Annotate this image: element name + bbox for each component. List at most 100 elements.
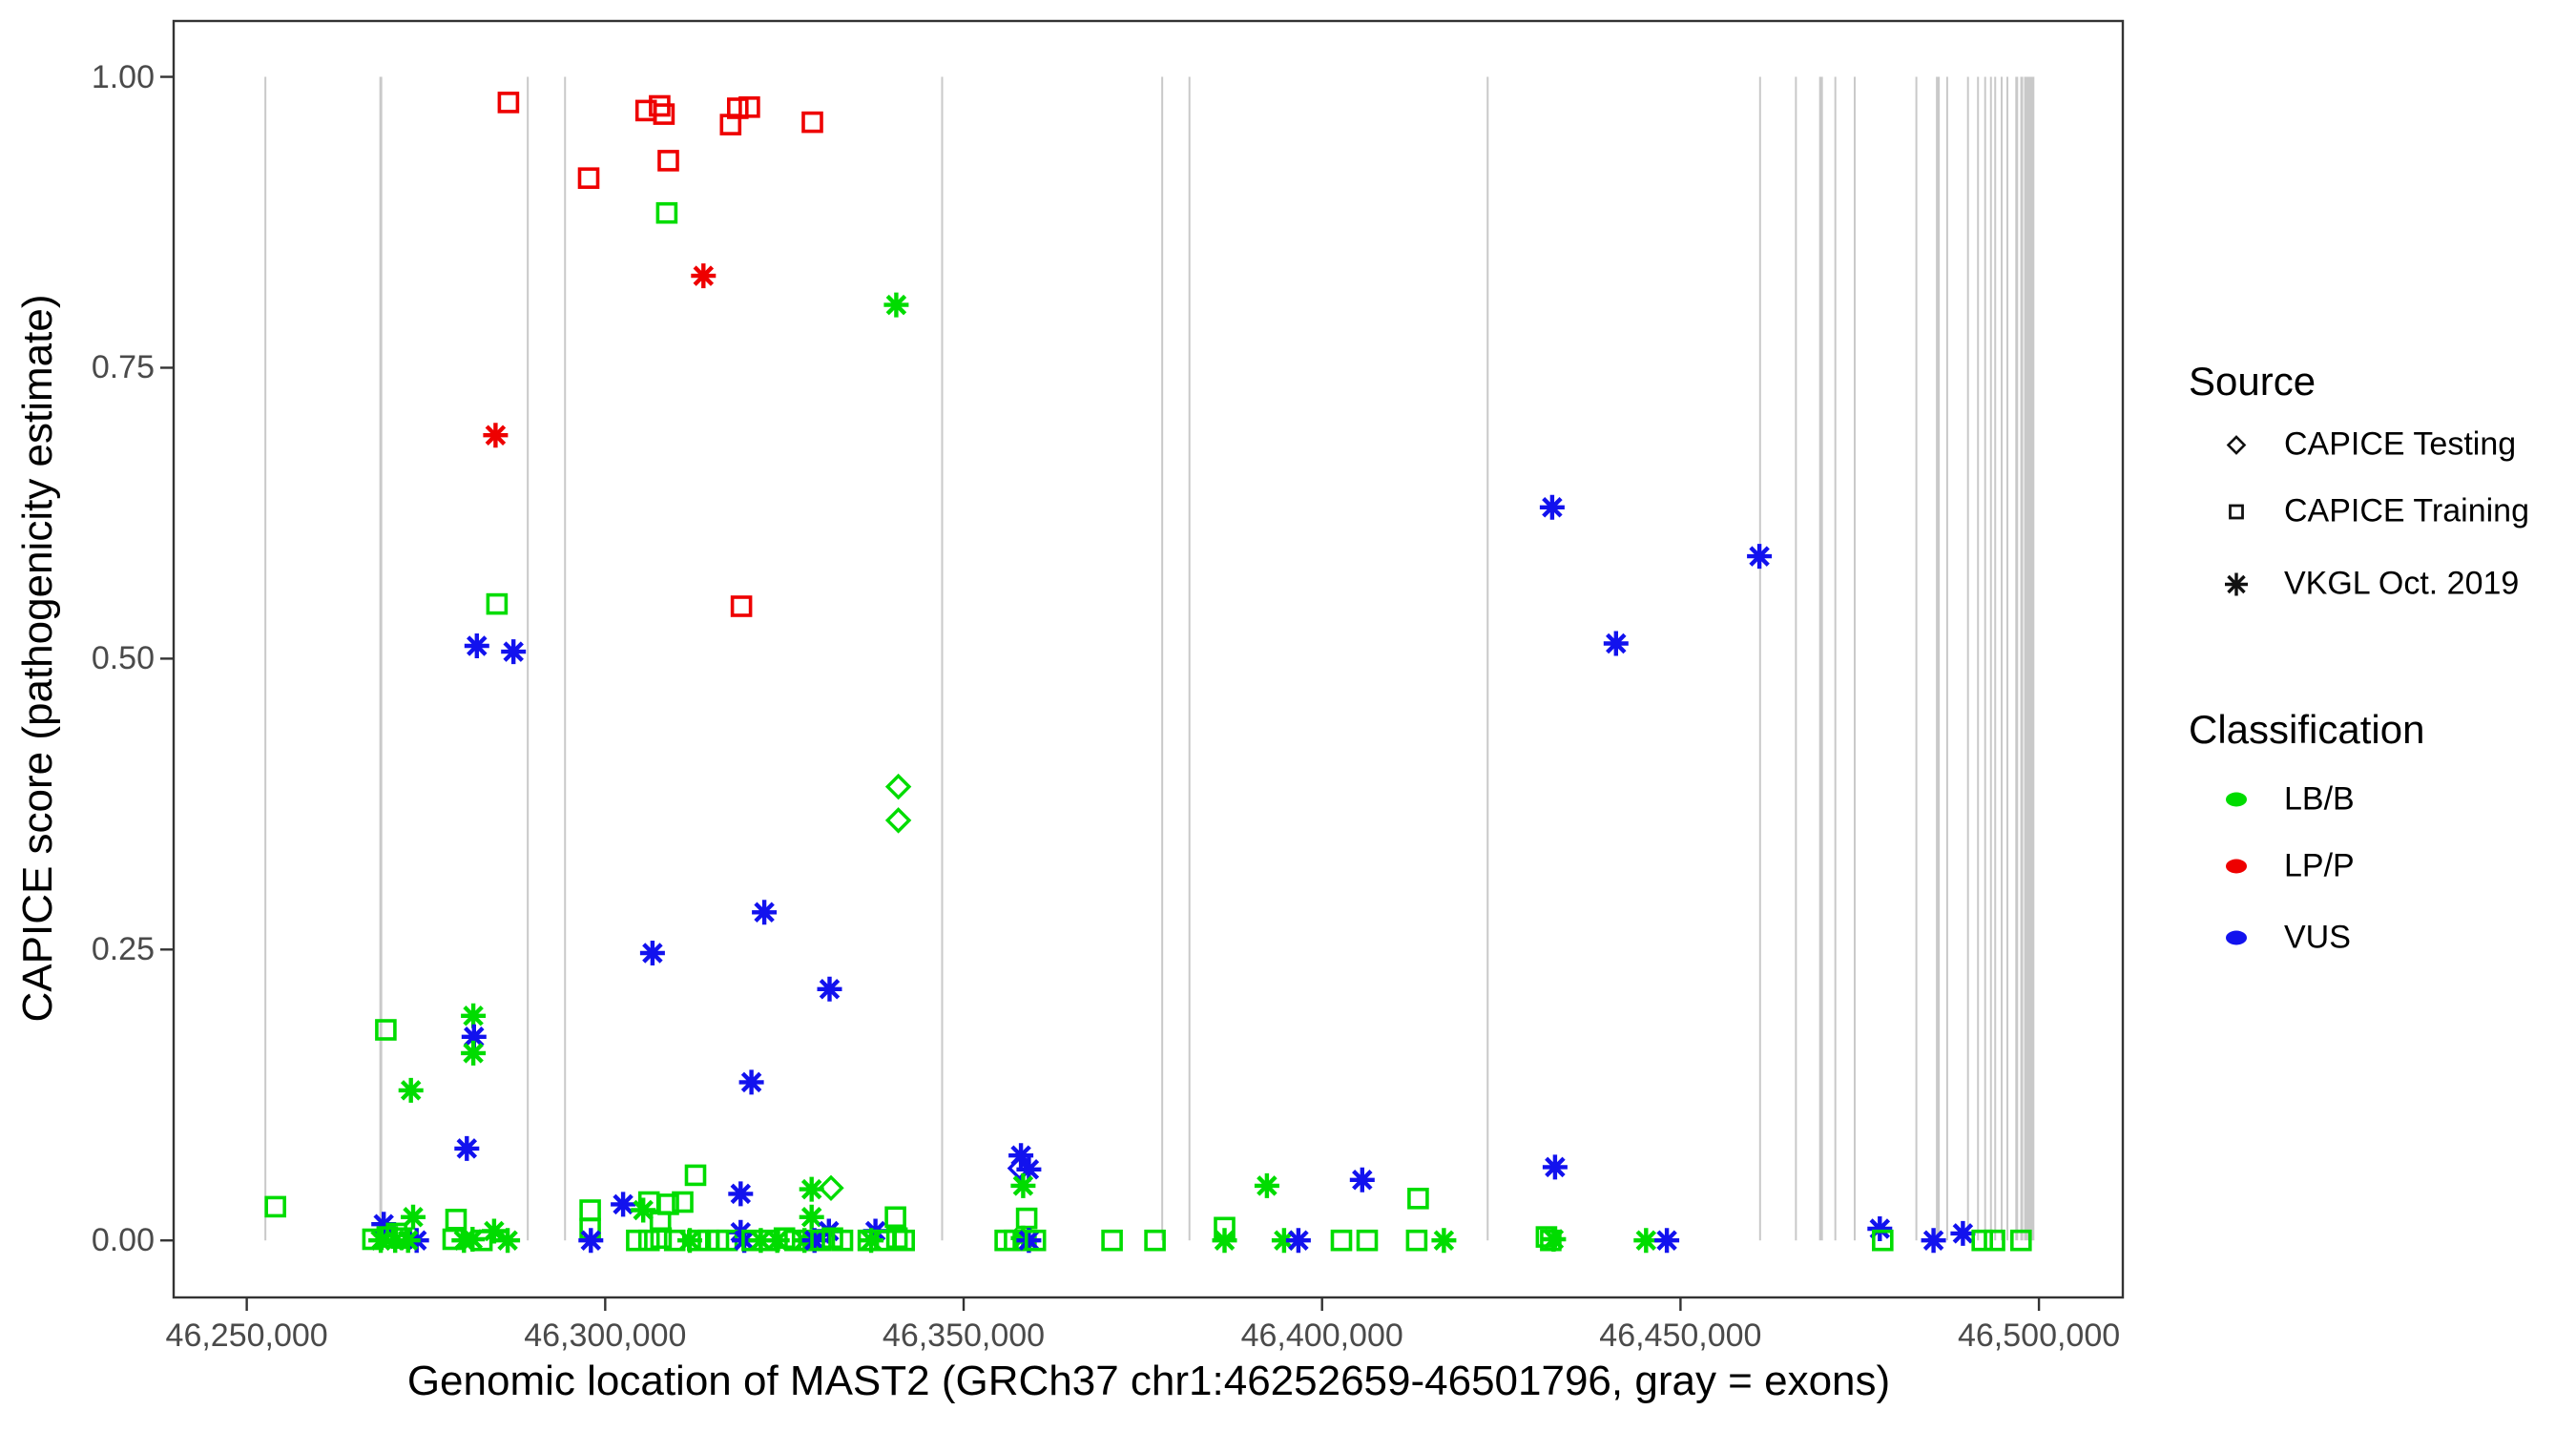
data-point — [1010, 1225, 1036, 1251]
data-point — [578, 1228, 604, 1254]
y-tick-label: 0.25 — [91, 931, 155, 968]
data-point — [1872, 1229, 1894, 1252]
data-point — [799, 1204, 824, 1230]
data-point — [1254, 1172, 1279, 1198]
legend-item-label: CAPICE Testing — [2284, 425, 2517, 463]
data-point — [626, 1229, 648, 1252]
data-point — [817, 976, 842, 1002]
x-tick-label: 46,250,000 — [165, 1317, 328, 1354]
data-point — [726, 97, 749, 119]
data-point — [385, 1222, 408, 1245]
data-point — [1271, 1228, 1297, 1254]
y-axis-title: CAPICE score (pathogenicity estimate) — [14, 294, 61, 1023]
data-point — [810, 1229, 832, 1252]
legend-item-capice-testing: CAPICE Testing — [2189, 426, 2516, 464]
data-point — [1539, 494, 1565, 520]
data-point — [383, 1228, 408, 1254]
data-point — [1212, 1228, 1237, 1254]
lbb-color-dot-icon — [2189, 792, 2284, 807]
data-point — [752, 900, 778, 925]
data-point — [883, 292, 909, 318]
x-axis-title: Genomic location of MAST2 (GRCh37 chr1:4… — [406, 1358, 1891, 1404]
data-point — [657, 150, 679, 172]
legend-item-label: VUS — [2284, 919, 2351, 956]
data-point — [672, 1191, 694, 1213]
legend-item-vus: VUS — [2189, 920, 2351, 957]
y-tick-label: 1.00 — [91, 58, 155, 95]
lpp-color-dot-icon — [2189, 859, 2284, 874]
data-point — [2010, 1229, 2032, 1252]
data-point — [893, 1229, 916, 1252]
data-point — [885, 1227, 908, 1250]
data-point — [1015, 1207, 1038, 1230]
data-point — [884, 773, 912, 800]
data-point — [738, 1069, 764, 1095]
data-point — [801, 111, 823, 134]
data-point — [483, 423, 509, 448]
data-point — [1971, 1229, 1993, 1252]
data-point — [738, 96, 760, 118]
legend-item-lbb: LB/B — [2189, 781, 2355, 819]
data-point — [1016, 1228, 1042, 1254]
data-point — [1867, 1216, 1893, 1241]
data-point — [445, 1209, 467, 1231]
data-point — [1541, 1227, 1567, 1252]
legend-source-title: Source — [2189, 359, 2316, 404]
data-point — [1144, 1229, 1166, 1252]
legend-item-label: CAPICE Training — [2284, 492, 2529, 529]
y-tick-label: 0.50 — [91, 640, 155, 677]
y-tick-label: 0.75 — [91, 349, 155, 386]
data-point — [728, 1219, 754, 1245]
square-marker-icon — [2189, 495, 2284, 528]
data-point — [481, 1218, 507, 1244]
data-point — [1431, 1228, 1457, 1254]
data-point — [461, 1003, 487, 1028]
data-point — [1984, 1229, 2005, 1252]
data-point — [799, 1176, 824, 1202]
data-point — [1542, 1154, 1568, 1180]
vus-color-dot-icon — [2189, 930, 2284, 945]
data-point — [497, 92, 520, 114]
legend-item-label: VKGL Oct. 2019 — [2284, 565, 2520, 602]
x-tick-label: 46,350,000 — [882, 1317, 1046, 1354]
data-point — [368, 1228, 394, 1254]
data-point — [1747, 544, 1773, 570]
data-point — [655, 201, 678, 224]
data-point — [1285, 1228, 1311, 1254]
data-point — [398, 1077, 424, 1103]
data-point — [1633, 1228, 1659, 1254]
y-tick-label: 0.00 — [91, 1222, 155, 1259]
data-point — [501, 639, 527, 665]
data-point — [728, 1181, 754, 1207]
x-tick-label: 46,500,000 — [1957, 1317, 2121, 1354]
data-point — [577, 167, 600, 189]
data-point — [884, 1206, 906, 1229]
data-point — [1921, 1228, 1946, 1254]
legend-item-label: LB/B — [2284, 780, 2355, 818]
data-point — [684, 1164, 707, 1187]
data-point — [649, 1211, 672, 1233]
data-point — [831, 1229, 854, 1252]
data-point — [1010, 1172, 1036, 1198]
data-point — [764, 1228, 790, 1254]
diamond-marker-icon — [2189, 428, 2284, 461]
data-point — [730, 595, 753, 617]
x-tick-label: 46,450,000 — [1599, 1317, 1762, 1354]
legend-item-vkgl: VKGL Oct. 2019 — [2189, 566, 2519, 603]
legend-item-capice-training: CAPICE Training — [2189, 493, 2529, 530]
data-point — [486, 592, 509, 615]
data-point — [1405, 1229, 1428, 1252]
data-point — [495, 1228, 521, 1254]
data-point — [653, 103, 675, 125]
data-point — [464, 633, 489, 658]
data-point — [1950, 1220, 1976, 1246]
data-point — [650, 1227, 673, 1250]
data-point — [1101, 1229, 1123, 1252]
data-point — [1024, 1229, 1047, 1252]
data-point — [719, 114, 742, 135]
data-point — [454, 1135, 480, 1161]
data-point — [1008, 1143, 1034, 1169]
data-point — [691, 263, 717, 289]
legend-item-lpp: LP/P — [2189, 848, 2355, 885]
